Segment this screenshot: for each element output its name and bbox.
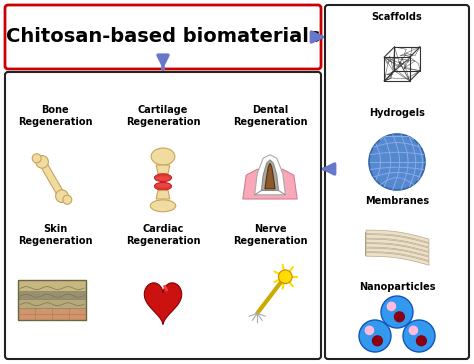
Circle shape bbox=[416, 335, 427, 347]
Circle shape bbox=[55, 190, 68, 202]
FancyBboxPatch shape bbox=[325, 5, 469, 359]
Bar bbox=[18, 290, 86, 299]
Circle shape bbox=[32, 154, 41, 163]
Text: Scaffolds: Scaffolds bbox=[372, 12, 422, 22]
Text: Cartilage
Regeneration: Cartilage Regeneration bbox=[126, 105, 200, 127]
Polygon shape bbox=[156, 190, 170, 199]
Text: Nerve
Regeneration: Nerve Regeneration bbox=[233, 224, 307, 246]
Circle shape bbox=[403, 320, 435, 352]
Text: Skin
Regeneration: Skin Regeneration bbox=[18, 224, 92, 246]
Circle shape bbox=[359, 320, 391, 352]
Text: Cardiac
Regeneration: Cardiac Regeneration bbox=[126, 224, 200, 246]
Text: Dental
Regeneration: Dental Regeneration bbox=[233, 105, 307, 127]
FancyBboxPatch shape bbox=[5, 72, 321, 359]
Polygon shape bbox=[39, 160, 65, 198]
Circle shape bbox=[372, 335, 383, 347]
Polygon shape bbox=[243, 169, 297, 199]
Circle shape bbox=[36, 155, 48, 168]
Ellipse shape bbox=[155, 182, 172, 190]
Circle shape bbox=[387, 302, 396, 311]
Bar bbox=[18, 280, 86, 290]
Bar bbox=[18, 308, 86, 320]
Ellipse shape bbox=[151, 148, 175, 165]
Polygon shape bbox=[144, 283, 182, 324]
Text: Bone
Regeneration: Bone Regeneration bbox=[18, 105, 92, 127]
Circle shape bbox=[63, 195, 72, 204]
Circle shape bbox=[365, 326, 374, 335]
Polygon shape bbox=[156, 165, 170, 174]
Circle shape bbox=[369, 134, 425, 190]
Circle shape bbox=[381, 296, 413, 328]
Ellipse shape bbox=[150, 200, 176, 212]
Text: Chitosan-based biomaterials: Chitosan-based biomaterials bbox=[6, 28, 320, 47]
Bar bbox=[18, 299, 86, 308]
Polygon shape bbox=[265, 163, 275, 189]
FancyBboxPatch shape bbox=[5, 5, 321, 69]
Text: Nanoparticles: Nanoparticles bbox=[359, 282, 435, 292]
Text: Hydrogels: Hydrogels bbox=[369, 108, 425, 118]
Bar bbox=[18, 280, 86, 320]
Circle shape bbox=[409, 326, 418, 335]
Circle shape bbox=[279, 270, 292, 284]
Ellipse shape bbox=[155, 174, 172, 182]
Text: Membranes: Membranes bbox=[365, 196, 429, 206]
Polygon shape bbox=[262, 160, 279, 190]
Circle shape bbox=[394, 311, 405, 323]
Polygon shape bbox=[255, 155, 285, 195]
